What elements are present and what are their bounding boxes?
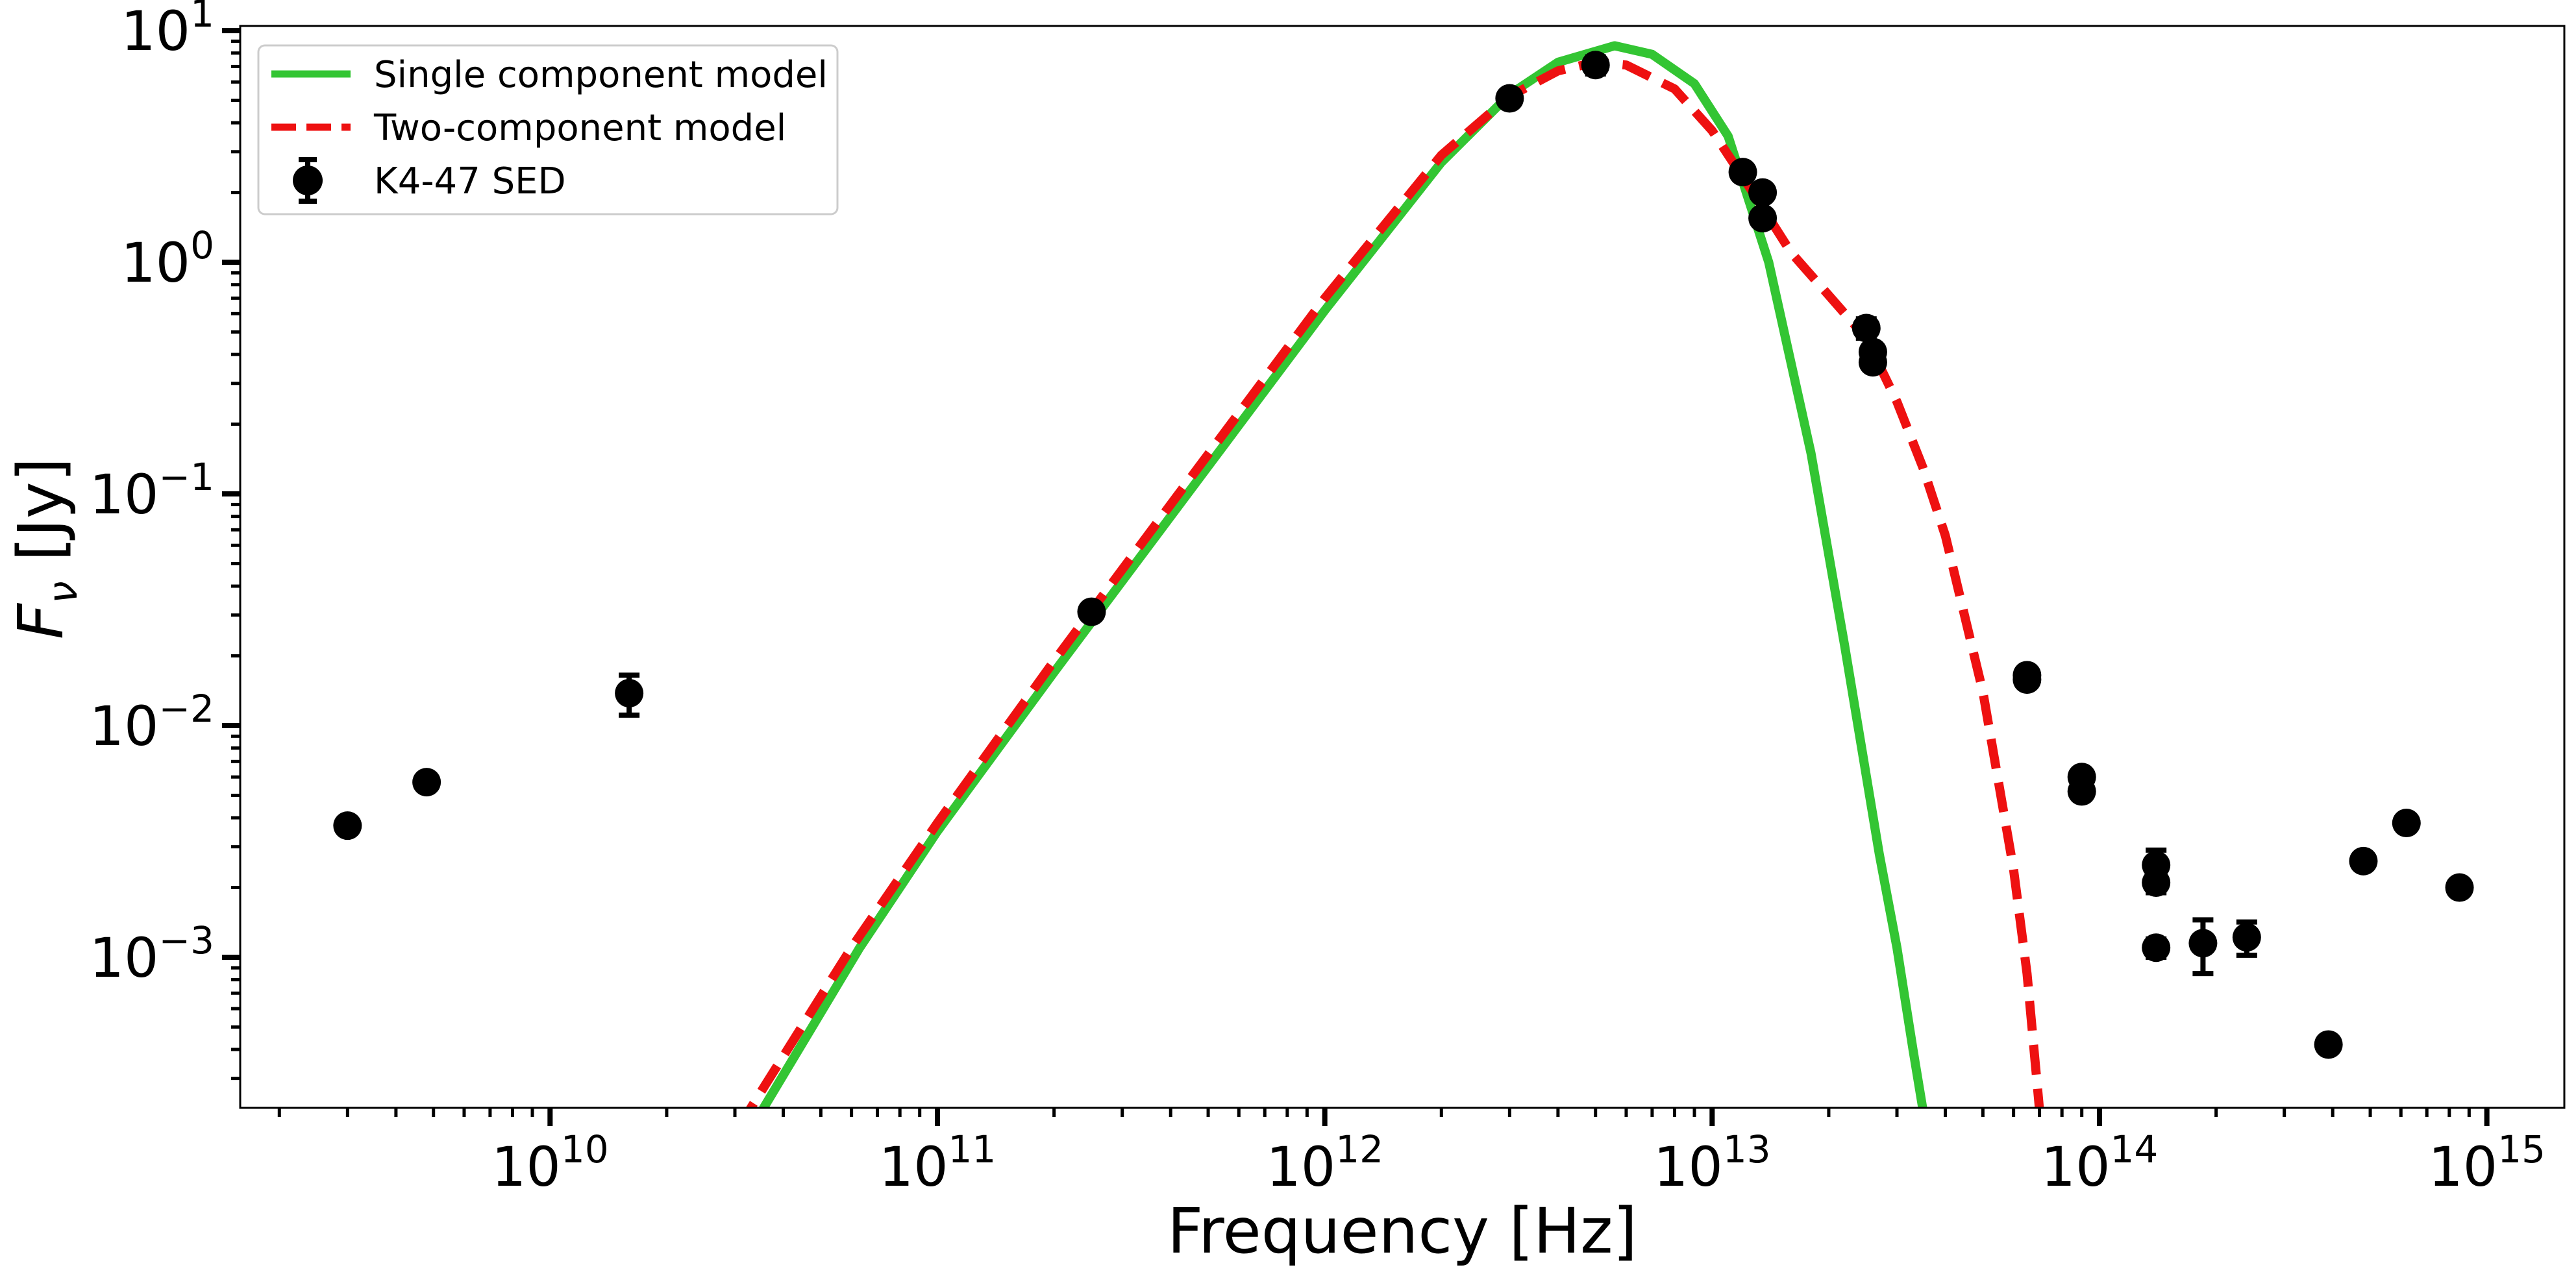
sed-data-point bbox=[1748, 178, 1777, 207]
sed-points bbox=[333, 51, 2474, 1059]
sed-data-point bbox=[2142, 933, 2171, 962]
y-axis-label: Fν [Jy] bbox=[5, 458, 86, 639]
sed-marker bbox=[1728, 158, 1757, 187]
y-tick-label: 10−3 bbox=[90, 918, 214, 990]
legend-label-two: Two-component model bbox=[373, 107, 786, 149]
sed-marker bbox=[615, 679, 644, 708]
y-axis-label-subscript: ν bbox=[39, 581, 86, 604]
legend-swatch-sed bbox=[293, 157, 323, 204]
legend-label-single: Single component model bbox=[374, 54, 828, 96]
sed-data-point bbox=[1728, 158, 1757, 187]
legend-label-sed: K4-47 SED bbox=[374, 160, 566, 202]
sed-data-point bbox=[1077, 597, 1106, 626]
sed-marker bbox=[412, 768, 441, 797]
major-ticks bbox=[222, 28, 2490, 1126]
sed-data-point bbox=[1852, 313, 1881, 343]
sed-data-point bbox=[2012, 665, 2042, 694]
y-tick-label: 10−1 bbox=[90, 455, 214, 526]
sed-data-point bbox=[2349, 846, 2378, 876]
sed-data-point bbox=[1581, 51, 1610, 80]
sed-data-point bbox=[2314, 1030, 2343, 1059]
sed-marker bbox=[1495, 84, 1524, 113]
sed-data-point bbox=[2142, 868, 2171, 897]
sed-data-point bbox=[1495, 84, 1524, 113]
x-tick-label: 1015 bbox=[2428, 1127, 2545, 1199]
sed-marker bbox=[2142, 933, 2171, 962]
sed-marker bbox=[2349, 846, 2378, 876]
sed-data-point bbox=[2445, 873, 2474, 902]
x-axis-label: Frequency [Hz] bbox=[1167, 1195, 1637, 1268]
y-tick-label: 10−2 bbox=[90, 687, 214, 758]
sed-marker bbox=[1748, 204, 1777, 233]
sed-data-point bbox=[2232, 919, 2261, 958]
legend-box bbox=[257, 44, 839, 215]
x-tick-label: 1013 bbox=[1653, 1127, 1771, 1199]
sed-marker bbox=[2067, 777, 2096, 806]
y-axis-label-symbol: F bbox=[5, 602, 77, 639]
plot-frame bbox=[239, 25, 2566, 1109]
y-axis-label-unit: [Jy] bbox=[5, 458, 77, 582]
sed-marker bbox=[333, 811, 362, 840]
sed-marker bbox=[2012, 665, 2042, 694]
x-tick-label: 1010 bbox=[491, 1127, 609, 1199]
sed-data-point bbox=[615, 672, 644, 718]
y-tick-label: 101 bbox=[121, 0, 214, 63]
sed-marker bbox=[1748, 178, 1777, 207]
plot-content bbox=[333, 41, 2474, 1108]
y-tick-label: 100 bbox=[121, 223, 214, 295]
sed-data-point bbox=[1748, 204, 1777, 233]
sed-data-point bbox=[2067, 777, 2096, 806]
sed-data-point bbox=[2188, 917, 2218, 977]
model-lines bbox=[745, 41, 2044, 1108]
sed-marker bbox=[2445, 873, 2474, 902]
sed-marker bbox=[2314, 1030, 2343, 1059]
x-tick-label: 1012 bbox=[1266, 1127, 1383, 1199]
sed-data-point bbox=[412, 768, 441, 797]
sed-marker bbox=[1581, 51, 1610, 80]
sed-marker bbox=[1852, 313, 1881, 343]
two-component-model-line bbox=[745, 57, 2044, 1108]
x-tick-label: 1014 bbox=[2041, 1127, 2159, 1199]
x-tick-labels: 1010 1011 1012 1013 1014 1015 bbox=[491, 1127, 2545, 1199]
sed-marker bbox=[2142, 868, 2171, 897]
sed-marker bbox=[2392, 809, 2421, 838]
sed-marker bbox=[1077, 597, 1106, 626]
sed-marker bbox=[2188, 929, 2218, 958]
sed-marker bbox=[1858, 348, 1887, 377]
y-tick-labels: 101 100 10−1 10−2 10−3 bbox=[90, 0, 214, 990]
sed-data-point bbox=[2392, 809, 2421, 838]
sed-data-point bbox=[1858, 348, 1887, 377]
sed-data-point bbox=[333, 811, 362, 840]
x-tick-label: 1011 bbox=[879, 1127, 997, 1199]
single-component-model-line bbox=[758, 41, 1927, 1108]
minor-ticks bbox=[231, 39, 2471, 1117]
legend: Single component model Two-component mod… bbox=[257, 44, 839, 215]
sed-marker bbox=[2232, 923, 2261, 952]
